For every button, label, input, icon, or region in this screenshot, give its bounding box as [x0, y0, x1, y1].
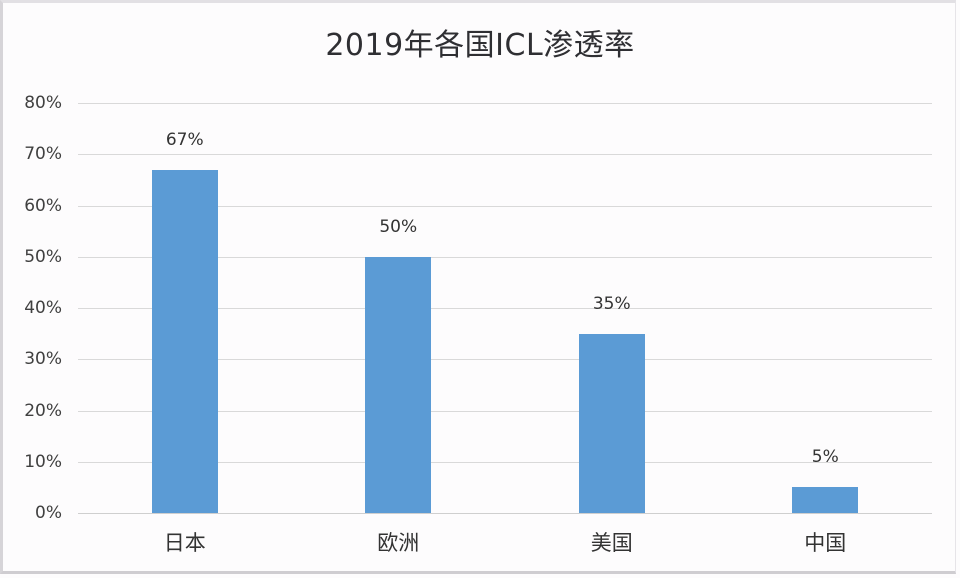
y-tick-label: 0%	[35, 503, 62, 523]
chart-title: 2019年各国ICL渗透率	[325, 28, 635, 63]
y-tick-label: 40%	[24, 298, 62, 318]
gridline	[78, 410, 932, 412]
y-tick-label: 80%	[24, 93, 62, 113]
bar-1[interactable]	[365, 256, 432, 513]
gridline	[78, 308, 932, 309]
data-label: 50%	[379, 216, 418, 237]
plot-area: 67% 50% 35% 5%	[78, 103, 932, 514]
bar-3[interactable]	[792, 487, 859, 513]
x-tick-label: 日本	[163, 531, 206, 555]
y-tick-label: 60%	[24, 195, 62, 216]
bar-2[interactable]	[578, 333, 645, 513]
gridline	[78, 461, 932, 463]
data-label: 35%	[592, 293, 631, 314]
y-tick-label: 50%	[24, 246, 62, 267]
x-tick-label: 美国	[590, 531, 633, 555]
gridline	[78, 205, 932, 207]
y-tick-label: 30%	[24, 349, 62, 370]
y-tick-label: 20%	[24, 400, 62, 421]
y-tick-label: 70%	[24, 144, 62, 165]
gridline	[78, 359, 932, 361]
gridline	[78, 256, 932, 258]
x-tick-label: 欧洲	[377, 531, 420, 555]
bar-0[interactable]	[151, 169, 218, 513]
gridline	[78, 103, 932, 104]
gridline	[78, 513, 932, 514]
x-tick-label: 中国	[804, 531, 847, 555]
data-label: 67%	[165, 129, 204, 150]
data-label: 5%	[811, 447, 839, 468]
y-tick-label: 10%	[24, 451, 62, 472]
gridline	[78, 154, 932, 156]
